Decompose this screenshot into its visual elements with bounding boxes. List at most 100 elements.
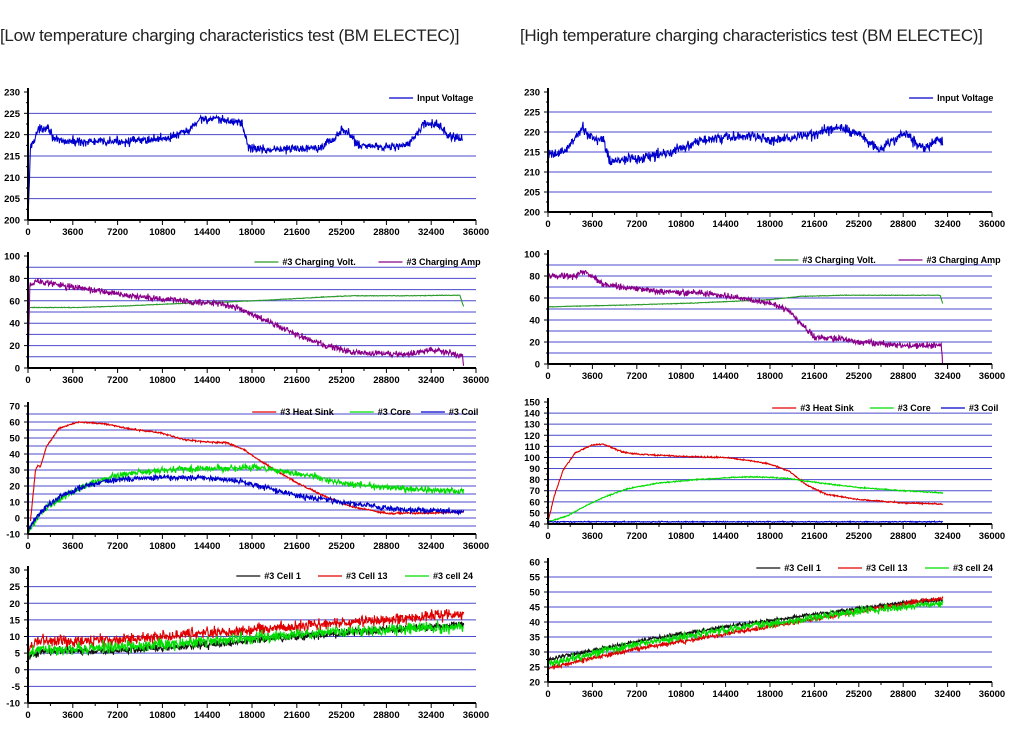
legend-label: #3 Charging Amp	[407, 257, 482, 267]
legend-label: #3 Cell 13	[866, 563, 908, 573]
x-tick-label: 25200	[328, 227, 354, 238]
x-tick-label: 28800	[373, 541, 399, 552]
legend-label: #3 Core	[378, 407, 411, 417]
low-temp-section-title: [Low temperature charging characteristic…	[0, 26, 460, 45]
x-tick-label: 3600	[62, 375, 83, 386]
y-tick-label: 140	[524, 409, 540, 420]
x-tick-label: 3600	[582, 531, 603, 542]
x-tick-label: 3600	[62, 710, 83, 721]
y-tick-label: 20	[9, 599, 20, 610]
x-tick-label: 36000	[463, 375, 489, 386]
series-line-3-charging-amp	[27, 277, 465, 369]
x-tick-label: 3600	[582, 219, 603, 230]
x-tick-label: 14400	[194, 710, 220, 721]
y-tick-label: 120	[524, 431, 540, 442]
legend-label: #3 Charging Volt.	[802, 255, 875, 265]
y-tick-label: 80	[9, 274, 20, 285]
y-tick-label: 225	[524, 108, 541, 119]
y-tick-label: 60	[9, 418, 20, 429]
x-tick-label: 18000	[239, 227, 265, 238]
x-tick-label: 7200	[626, 219, 647, 230]
y-tick-label: 100	[4, 252, 20, 263]
legend-label: #3 Cell 13	[346, 571, 388, 581]
x-tick-label: 32400	[418, 227, 444, 238]
legend-label: #3 Cell 1	[264, 571, 301, 581]
series-line-3-heat-sink	[29, 420, 465, 522]
x-tick-label: 28800	[890, 531, 916, 542]
y-tick-label: 20	[9, 482, 20, 493]
y-tick-label: 130	[524, 420, 540, 431]
y-tick-label: 70	[529, 486, 540, 497]
series-line-input-voltage	[27, 114, 463, 218]
x-tick-label: 10800	[149, 375, 175, 386]
series-line-3-coil	[27, 473, 465, 535]
x-tick-label: 7200	[626, 689, 647, 700]
low-voltage-chart: 0 3600 7200 10800 14400 18000 21600 25200 28800 3…	[4, 88, 489, 239]
x-tick-label: 0	[25, 541, 30, 552]
x-tick-label: 28800	[373, 710, 399, 721]
y-tick-label: 225	[4, 109, 21, 120]
x-tick-label: 32400	[934, 371, 960, 382]
x-tick-label: 14400	[712, 219, 738, 230]
x-tick-label: 25200	[328, 541, 354, 552]
legend-label: #3 Heat Sink	[800, 403, 855, 413]
high-cell-chart: 0 3600 7200 10800 14400 18000 21600 25200 28800 3…	[529, 558, 1005, 701]
x-tick-label: 36000	[463, 710, 489, 721]
x-tick-label: 14400	[712, 689, 738, 700]
x-tick-label: 0	[545, 689, 550, 700]
x-tick-label: 28800	[373, 227, 399, 238]
y-tick-label: 215	[524, 148, 541, 159]
y-tick-label: 110	[525, 442, 540, 453]
y-tick-label: 40	[529, 520, 540, 531]
y-tick-label: 210	[524, 168, 540, 179]
x-tick-label: 32400	[934, 219, 960, 230]
x-tick-label: 25200	[846, 689, 872, 700]
y-tick-label: 20	[529, 338, 540, 349]
legend-label: #3 Charging Amp	[927, 255, 1002, 265]
series-line-3-core	[547, 475, 944, 523]
x-tick-label: 28800	[890, 219, 916, 230]
x-tick-label: 14400	[712, 531, 738, 542]
x-tick-label: 21600	[801, 531, 827, 542]
y-tick-label: 40	[9, 319, 20, 330]
y-tick-label: -10	[6, 699, 20, 710]
series-line-3-charging-volt	[27, 294, 465, 309]
y-tick-label: 0	[15, 665, 20, 676]
y-tick-label: 50	[529, 588, 540, 599]
y-tick-label: 5	[15, 649, 21, 660]
x-tick-label: 10800	[149, 541, 175, 552]
y-tick-label: 25	[529, 663, 540, 674]
x-tick-label: 0	[25, 227, 30, 238]
x-tick-label: 14400	[194, 375, 220, 386]
x-tick-label: 7200	[626, 371, 647, 382]
y-tick-label: 30	[529, 648, 540, 659]
high-voltage-chart: 0 3600 7200 10800 14400 18000 21600 25200 28800 3…	[524, 88, 1005, 231]
x-tick-label: 21600	[284, 710, 310, 721]
low-charging-chart: 0 3600 7200 10800 14400 18000 21600 25200 28800 3…	[4, 252, 489, 387]
high-charging-chart: 0 3600 7200 10800 14400 18000 21600 25200 28800 3…	[524, 250, 1005, 383]
x-tick-label: 10800	[149, 710, 175, 721]
series-line-3-core	[27, 462, 465, 536]
x-tick-label: 10800	[668, 219, 694, 230]
x-tick-label: 32400	[418, 710, 444, 721]
legend-label: #3 Core	[898, 403, 931, 413]
x-tick-label: 25200	[846, 219, 872, 230]
x-tick-label: 10800	[668, 531, 694, 542]
y-tick-label: 205	[4, 194, 21, 205]
x-tick-label: 28800	[373, 375, 399, 386]
series-line-3-cell-13	[27, 609, 465, 654]
low-cell-chart: 0 3600 7200 10800 14400 18000 21600 25200 28800 3…	[6, 566, 489, 722]
x-tick-label: 18000	[239, 541, 265, 552]
y-tick-label: 200	[4, 216, 20, 227]
series-line-3-charging-volt	[547, 294, 944, 308]
x-tick-label: 7200	[107, 375, 128, 386]
y-tick-label: 70	[9, 402, 20, 413]
legend-label: #3 Cell 1	[784, 563, 821, 573]
y-tick-label: 220	[524, 128, 540, 139]
x-tick-label: 18000	[757, 689, 783, 700]
x-tick-label: 36000	[979, 531, 1005, 542]
x-tick-label: 21600	[284, 227, 310, 238]
x-tick-label: 10800	[149, 227, 175, 238]
y-tick-label: 230	[4, 88, 20, 99]
x-tick-label: 21600	[801, 219, 827, 230]
